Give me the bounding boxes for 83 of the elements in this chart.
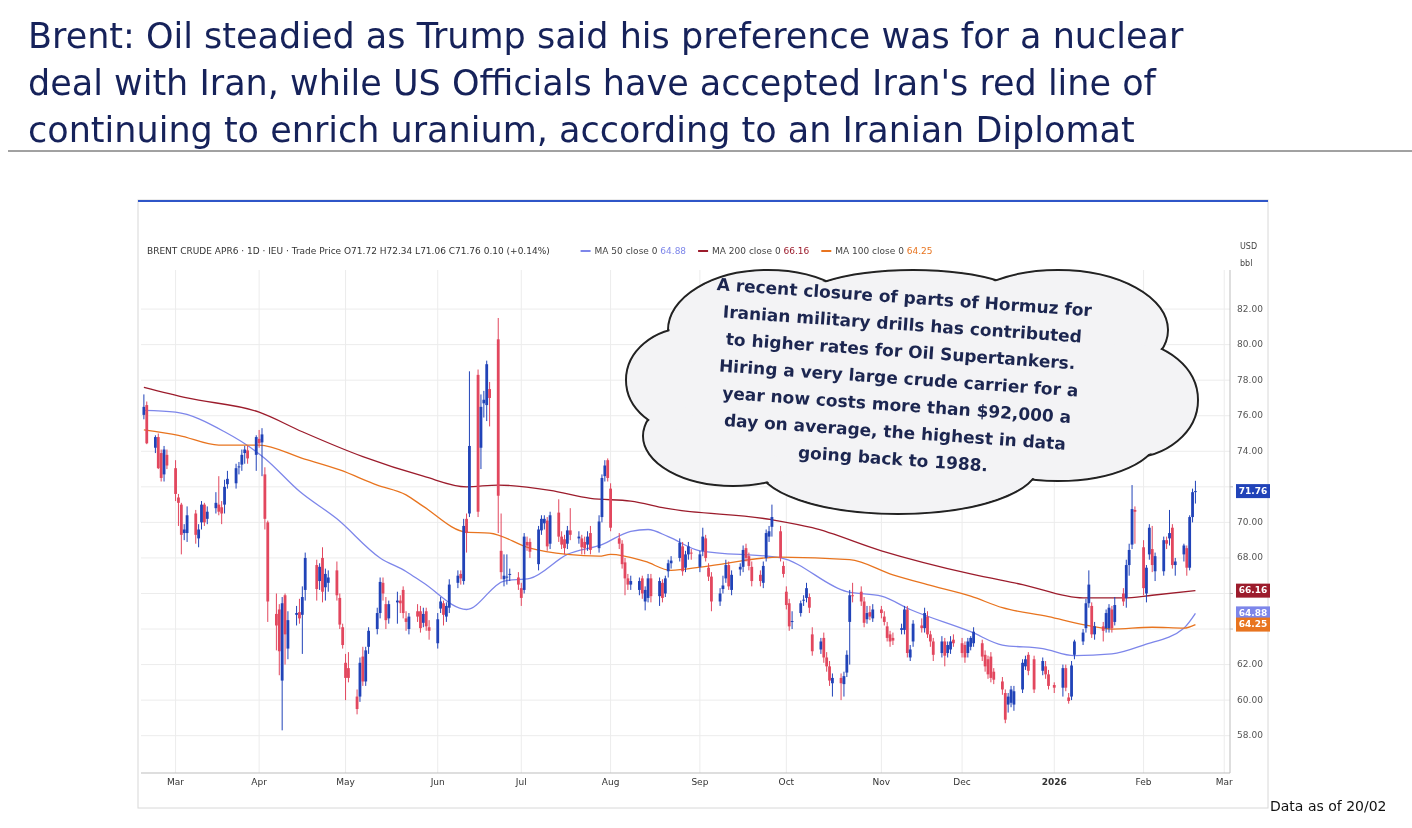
x-tick-label: Aug bbox=[601, 776, 620, 787]
candlestick bbox=[730, 569, 733, 596]
text: 66.16 bbox=[783, 246, 810, 256]
x-tick-label: Mar bbox=[167, 776, 185, 787]
x-tick-label: Apr bbox=[251, 776, 268, 787]
x-tick-label: Nov bbox=[872, 776, 891, 787]
y-tick-label: 80.00 bbox=[1237, 339, 1264, 350]
candlestick bbox=[810, 626, 814, 657]
y-tick-label: 62.00 bbox=[1237, 659, 1264, 670]
candlestick bbox=[194, 509, 198, 545]
x-tick-label: Sep bbox=[691, 776, 709, 787]
y-tick-label: 74.00 bbox=[1237, 445, 1264, 456]
candlestick bbox=[505, 553, 509, 586]
candlestick bbox=[488, 381, 491, 427]
text: 71.76 bbox=[1238, 485, 1268, 496]
text: 66.16 bbox=[1238, 585, 1268, 596]
candlestick bbox=[323, 568, 327, 602]
candlestick bbox=[387, 600, 391, 625]
x-tick-label: Dec bbox=[953, 776, 971, 787]
y-tick-label: 60.00 bbox=[1237, 694, 1264, 705]
text: bbl bbox=[1240, 259, 1253, 268]
x-tick-label: Feb bbox=[1135, 776, 1152, 787]
candlestick bbox=[678, 537, 682, 562]
candlestick bbox=[658, 576, 661, 607]
y-tick-label: 68.00 bbox=[1237, 552, 1264, 563]
candlestick bbox=[704, 534, 708, 562]
legend-label: MA 200 close 0 bbox=[712, 246, 784, 256]
candlestick bbox=[240, 449, 244, 472]
candlestick bbox=[1168, 509, 1171, 546]
candlestick bbox=[661, 578, 664, 603]
candlestick bbox=[254, 434, 258, 472]
candlestick bbox=[972, 626, 975, 648]
candlestick bbox=[347, 651, 350, 683]
y-tick-label: 58.00 bbox=[1237, 730, 1264, 741]
candlestick bbox=[1073, 639, 1076, 660]
text: Data as of 20/02 bbox=[1270, 798, 1387, 814]
text: 64.25 bbox=[1238, 619, 1268, 630]
chart-title: Brent: Oil steadied as Trump said his preference was for a nuclear deal with Iran, while US Officials have accepted Iran's red line of continuing to enrich uranium, according to an Iranian Diplomat bbox=[28, 16, 1184, 150]
y-tick-label: 78.00 bbox=[1237, 374, 1264, 385]
candlestick bbox=[436, 612, 440, 650]
candlestick bbox=[568, 507, 572, 541]
y-tick-label: 70.00 bbox=[1237, 516, 1264, 527]
x-tick-label: May bbox=[336, 776, 356, 787]
candlestick bbox=[200, 500, 203, 530]
candlestick bbox=[344, 653, 347, 701]
candlestick bbox=[295, 605, 298, 626]
y-axis-title: USD bbox=[1240, 242, 1258, 251]
candlestick bbox=[197, 523, 201, 548]
candlestick bbox=[589, 525, 592, 555]
legend-label: MA 50 close 0 bbox=[594, 246, 661, 256]
text: 64.25 bbox=[906, 246, 933, 256]
candlestick bbox=[851, 582, 854, 603]
candlestick bbox=[1101, 621, 1105, 642]
candlestick bbox=[275, 592, 278, 651]
candlestick bbox=[142, 393, 146, 420]
y-tick-label: 76.00 bbox=[1237, 410, 1264, 421]
candlestick bbox=[465, 513, 468, 554]
text: 64.88 bbox=[660, 246, 687, 256]
candlestick bbox=[807, 592, 811, 614]
chart-subtitle: BRENT CRUDE APR6 · 1D · IEU · Trade Price O71.72 H72.34 L71.06 C71.76 0.10 (+0.14%) bbox=[147, 246, 550, 256]
annotation: A recent closure of parts of Hormuz for Iranian military drills has contributed to higher rates for Oil Supertankers. Hiring a very large crude carrier for a year now costs more than $92,000 a day on average, the highest in data going back to 1988. bbox=[716, 274, 1094, 476]
candlestick bbox=[315, 559, 319, 602]
candlestick bbox=[257, 429, 261, 449]
candlestick bbox=[442, 600, 445, 626]
candlestick bbox=[727, 560, 731, 591]
legend-label: MA 100 close 0 bbox=[835, 246, 907, 256]
candlestick bbox=[1104, 608, 1108, 634]
candlestick bbox=[318, 562, 322, 591]
candlestick bbox=[1113, 596, 1117, 626]
candlestick bbox=[1064, 664, 1068, 692]
candlestick bbox=[606, 457, 610, 483]
x-tick-label: Oct bbox=[778, 776, 795, 787]
candlestick bbox=[831, 672, 834, 698]
text: 64.88 bbox=[1238, 607, 1268, 618]
candlestick bbox=[805, 582, 808, 603]
x-tick-label: Jun bbox=[429, 776, 445, 787]
x-tick-label: Mar bbox=[1215, 776, 1234, 787]
x-tick-label: Jul bbox=[514, 776, 527, 787]
x-tick-label: 2026 bbox=[1041, 776, 1067, 787]
candlestick bbox=[663, 575, 667, 598]
y-tick-label: 82.00 bbox=[1237, 303, 1264, 314]
candlestick bbox=[586, 530, 589, 552]
candlestick bbox=[563, 534, 566, 555]
